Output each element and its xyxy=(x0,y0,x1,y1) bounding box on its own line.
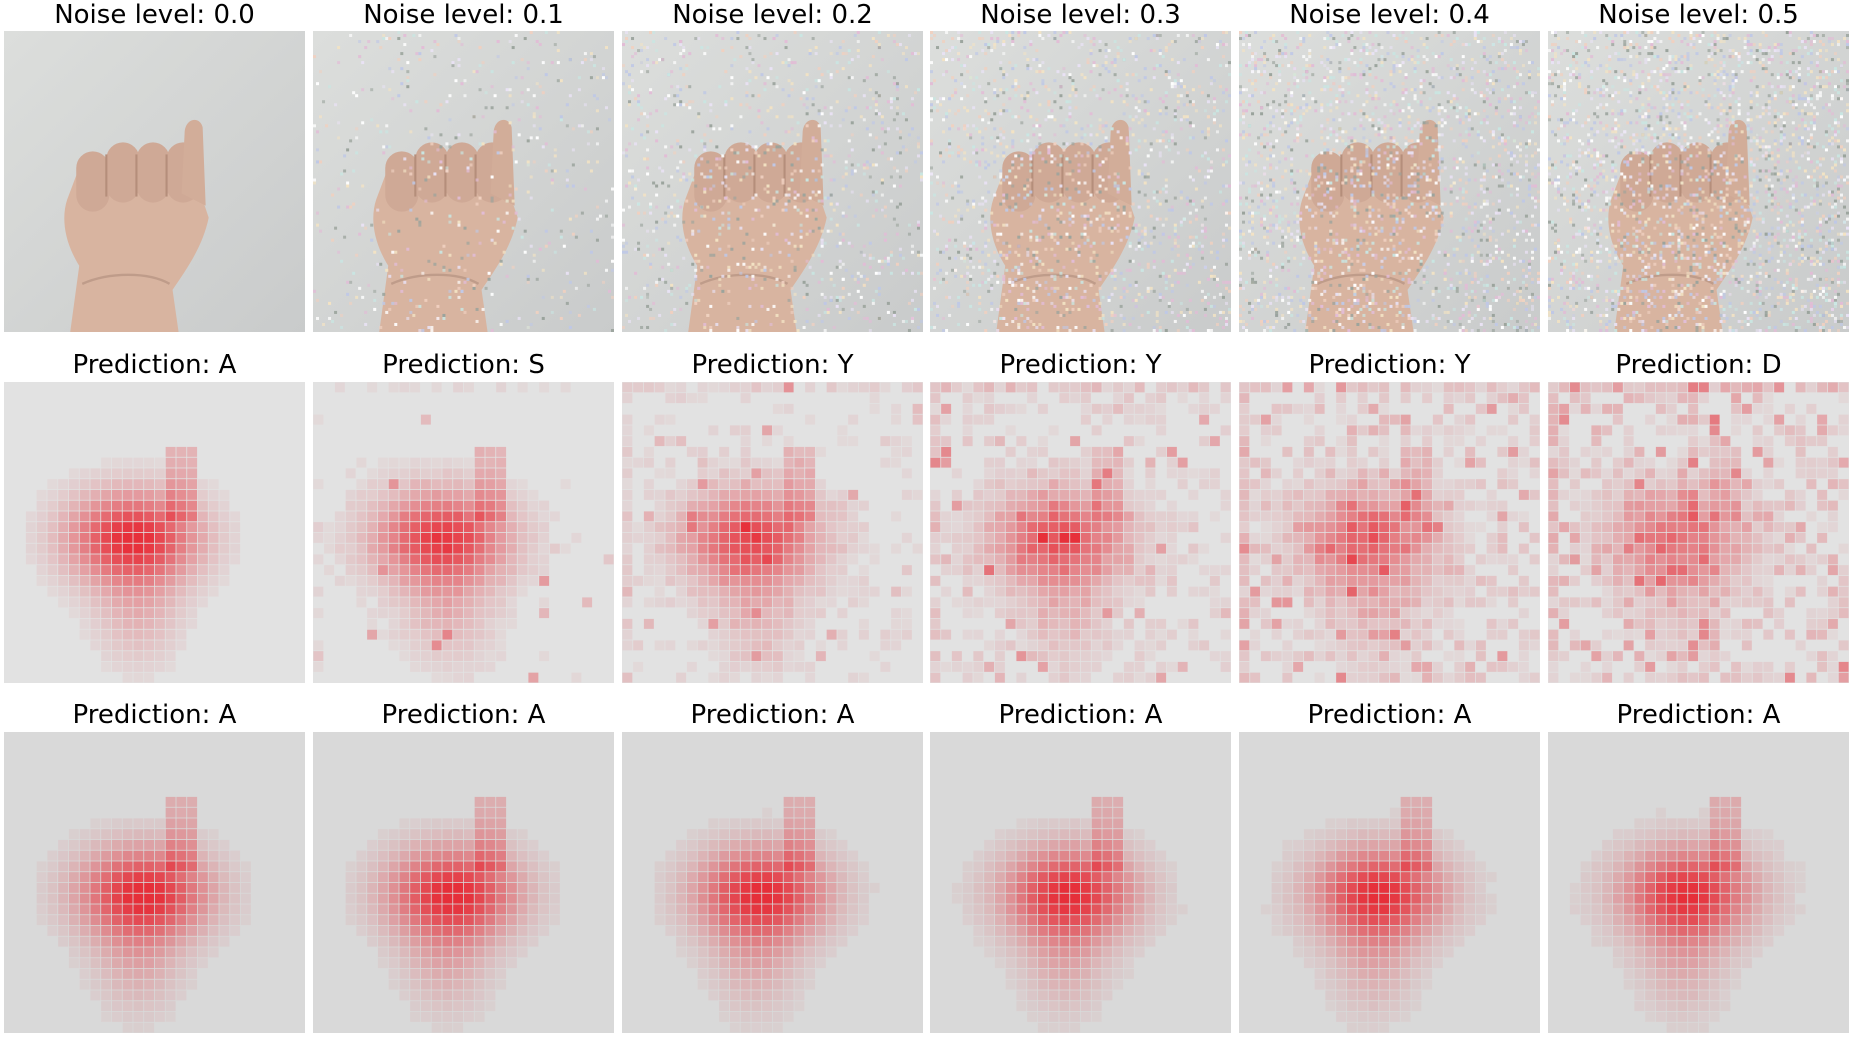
noisy-input-image xyxy=(1548,31,1849,332)
saliency-robust-graphic xyxy=(4,732,305,1033)
noisy-input-graphic xyxy=(1239,31,1540,332)
panel-title: Prediction: S xyxy=(382,350,545,380)
saliency-cells xyxy=(930,382,1231,683)
noise-speckles xyxy=(1548,31,1849,332)
noise-speckles xyxy=(313,31,614,332)
panel-title: Prediction: Y xyxy=(999,350,1162,380)
saliency-map xyxy=(313,732,614,1033)
saliency-map xyxy=(1548,732,1849,1033)
saliency-baseline-graphic xyxy=(622,382,923,683)
saliency-baseline-graphic xyxy=(1548,382,1849,683)
saliency-robust-graphic xyxy=(622,732,923,1033)
saliency-cells xyxy=(345,796,560,1033)
saliency-map xyxy=(4,732,305,1033)
panel-title: Prediction: A xyxy=(1307,700,1472,730)
saliency-baseline-graphic xyxy=(313,382,614,683)
saliency-robust-graphic xyxy=(1548,732,1849,1033)
saliency-cells xyxy=(951,796,1188,1033)
panel-title: Prediction: A xyxy=(381,700,546,730)
saliency-cells xyxy=(654,796,880,1033)
panel-title: Prediction: A xyxy=(998,700,1163,730)
panel-title: Noise level: 0.5 xyxy=(1598,0,1799,30)
saliency-map xyxy=(1548,382,1849,683)
hand-fist xyxy=(622,31,923,332)
panel-title: Prediction: A xyxy=(1616,700,1781,730)
saliency-cells xyxy=(313,382,614,683)
saliency-map xyxy=(622,732,923,1033)
saliency-robust-graphic xyxy=(1239,732,1540,1033)
saliency-map xyxy=(313,382,614,683)
saliency-cells xyxy=(1260,796,1497,1033)
saliency-cells xyxy=(36,796,251,1033)
panel-title: Noise level: 0.1 xyxy=(363,0,564,30)
saliency-map xyxy=(1239,382,1540,683)
panel-title: Noise level: 0.0 xyxy=(54,0,255,30)
saliency-map xyxy=(930,382,1231,683)
noisy-input-image xyxy=(313,31,614,332)
saliency-baseline-graphic xyxy=(4,382,305,683)
noisy-input-image xyxy=(930,31,1231,332)
saliency-map xyxy=(622,382,923,683)
saliency-map xyxy=(930,732,1231,1033)
saliency-robust-graphic xyxy=(313,732,614,1033)
saliency-map xyxy=(1239,732,1540,1033)
panel-title: Noise level: 0.3 xyxy=(980,0,1181,30)
saliency-baseline-graphic xyxy=(1239,382,1540,683)
noisy-input-graphic xyxy=(313,31,614,332)
panel-title: Prediction: Y xyxy=(1308,350,1471,380)
saliency-baseline-graphic xyxy=(930,382,1231,683)
noisy-input-image xyxy=(4,31,305,332)
noisy-input-graphic xyxy=(930,31,1231,332)
hand-fist xyxy=(4,31,305,332)
saliency-cells xyxy=(1239,382,1540,683)
noise-speckles xyxy=(622,31,923,332)
noise-speckles xyxy=(1239,31,1540,332)
saliency-cells xyxy=(1548,382,1849,683)
saliency-robust-graphic xyxy=(930,732,1231,1033)
saliency-map xyxy=(4,382,305,683)
saliency-cells xyxy=(25,446,241,683)
panel-title: Prediction: D xyxy=(1615,350,1782,380)
saliency-cells xyxy=(1569,796,1806,1033)
saliency-cells xyxy=(622,382,923,683)
noisy-input-graphic xyxy=(622,31,923,332)
noisy-input-image xyxy=(1239,31,1540,332)
panel-title: Prediction: A xyxy=(690,700,855,730)
panel-title: Noise level: 0.2 xyxy=(672,0,873,30)
noisy-input-graphic xyxy=(4,31,305,332)
noise-speckles xyxy=(930,31,1231,332)
noisy-input-graphic xyxy=(1548,31,1849,332)
panel-title: Prediction: A xyxy=(72,700,237,730)
panel-title: Prediction: A xyxy=(72,350,237,380)
panel-title: Prediction: Y xyxy=(691,350,854,380)
noisy-input-image xyxy=(622,31,923,332)
panel-title: Noise level: 0.4 xyxy=(1289,0,1490,30)
